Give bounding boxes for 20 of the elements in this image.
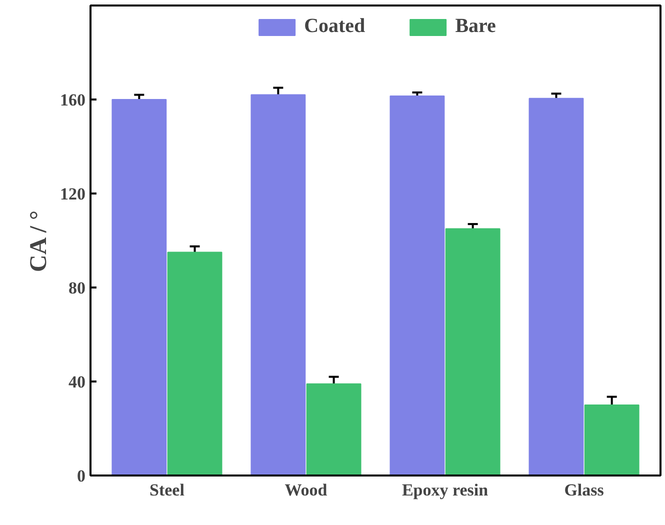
x-tick-label: Steel [150,480,185,500]
x-tick-label: Epoxy resin [402,480,489,500]
x-tick-label: Wood [284,480,328,500]
bar [584,404,640,476]
bar [528,98,584,476]
bar [306,383,362,476]
y-tick-label: 160 [60,90,86,110]
bar [167,252,222,476]
bar [112,99,167,476]
bar [445,228,500,476]
x-tick-label: Glass [564,480,604,500]
bar [390,95,445,476]
legend-label: Bare [455,15,496,38]
y-tick-label: 80 [68,278,86,298]
bar [250,94,306,476]
y-axis-title: CA / ° [26,210,52,272]
y-tick-label: 0 [77,466,86,486]
y-tick-label: 120 [60,184,86,204]
y-tick-label: 40 [68,372,86,392]
legend-label: Coated [304,15,366,38]
